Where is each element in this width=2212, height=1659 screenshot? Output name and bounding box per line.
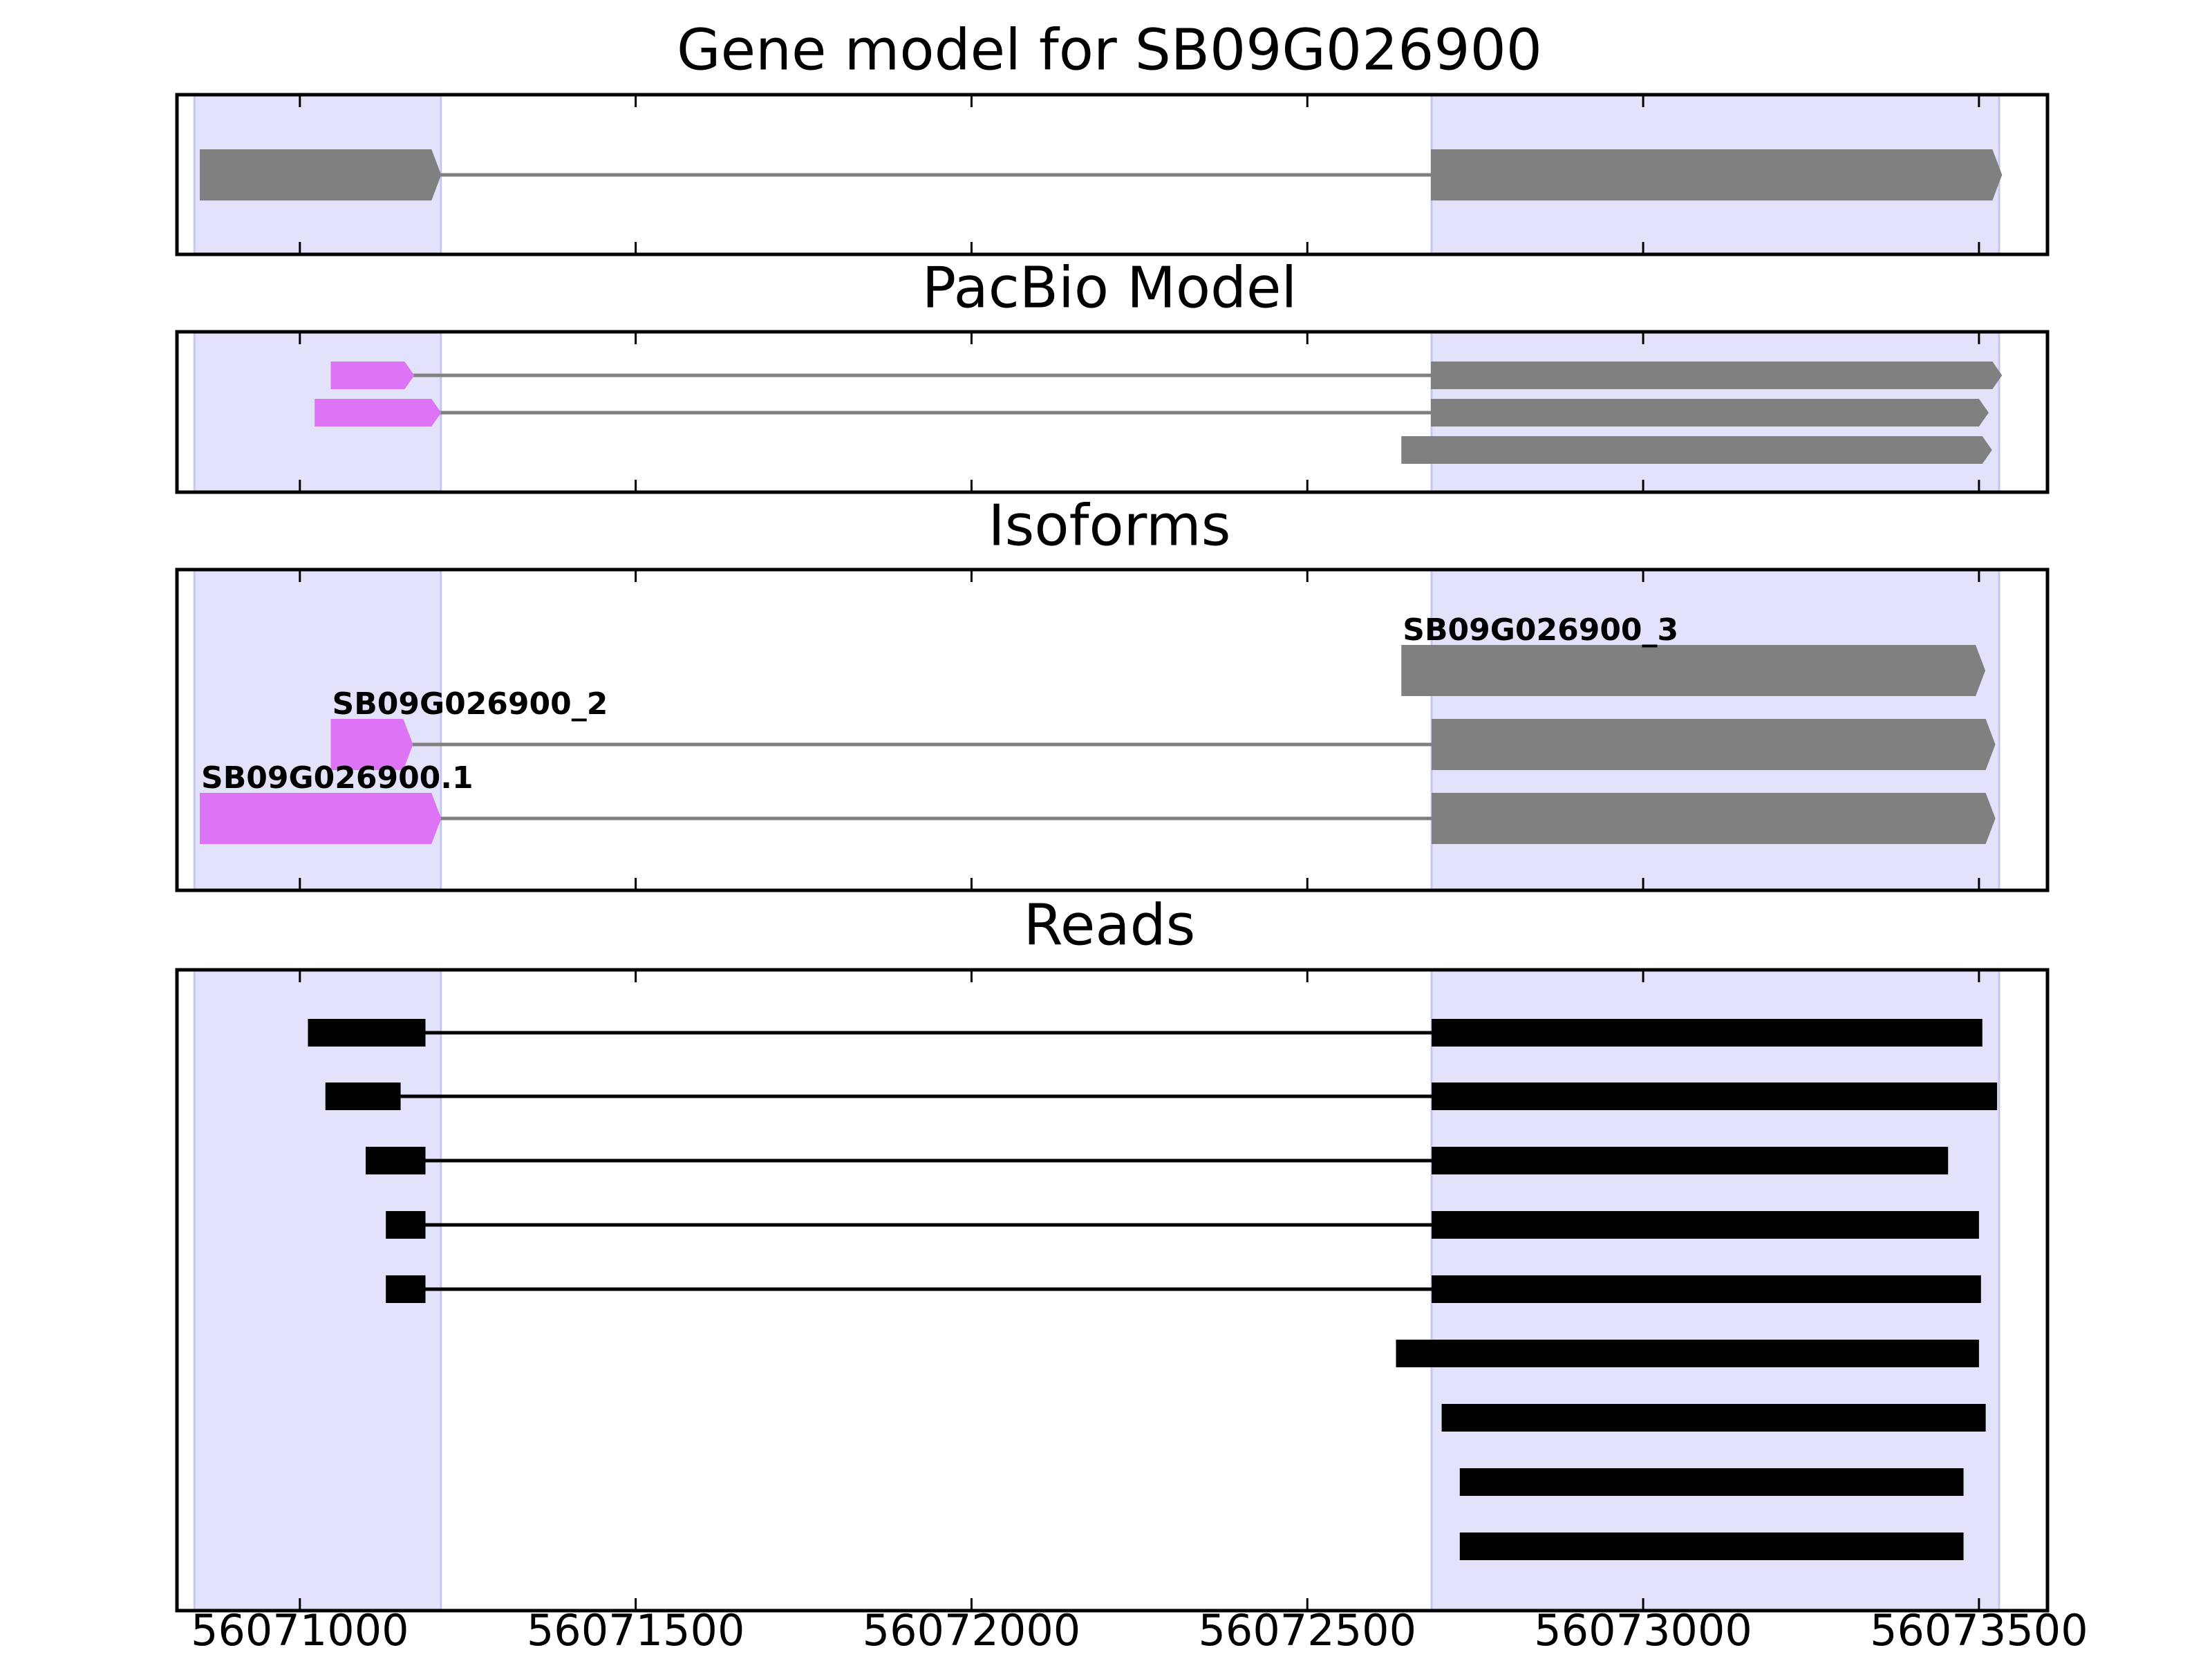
read-block <box>1396 1340 1979 1367</box>
panel-frame <box>175 93 2050 256</box>
read-track <box>386 1211 1979 1239</box>
read-block <box>366 1147 426 1174</box>
read-block <box>1432 1275 1981 1303</box>
transcript-track <box>330 362 2003 389</box>
cds-exon <box>1401 645 1986 696</box>
panel-frame <box>175 568 2050 892</box>
transcript-track: SB09G026900_2 <box>330 686 1996 770</box>
utr-exon <box>200 793 442 844</box>
panel-3: SB09G026900_3 SB09G026900_2 SB09G026900.1 I… <box>175 493 2050 892</box>
read-track <box>1396 1340 1979 1367</box>
transcript-track: SB09G026900.1 <box>200 760 1996 844</box>
x-tick-label: 56073000 <box>1534 1605 1752 1656</box>
read-block <box>308 1019 426 1047</box>
panel-4: Reads <box>175 892 2050 1613</box>
cds-exon <box>1431 362 2003 389</box>
utr-exon <box>315 399 442 427</box>
transcript-track <box>200 149 2003 200</box>
read-block <box>1459 1533 1964 1560</box>
utr-exon <box>330 719 413 770</box>
panel-2: PacBio Model <box>175 255 2050 494</box>
x-tick-label: 56071500 <box>527 1605 745 1656</box>
utr-exon <box>330 362 415 389</box>
read-block <box>1432 1082 1998 1110</box>
read-block <box>1459 1468 1964 1496</box>
read-block <box>386 1211 426 1239</box>
read-block <box>1432 1147 1949 1174</box>
panel-title: Gene model for SB09G026900 <box>677 17 1542 83</box>
read-block <box>1432 1019 1983 1047</box>
x-axis: 56071000 56071500 56072000 56072500 56073000… <box>191 1605 2088 1656</box>
read-block <box>386 1275 426 1303</box>
read-track <box>325 1082 1998 1110</box>
cds-exon <box>1431 399 1989 427</box>
x-tick-label: 56072500 <box>1198 1605 1416 1656</box>
read-track <box>366 1147 1949 1174</box>
read-block <box>325 1082 401 1110</box>
panel-frame <box>175 330 2050 494</box>
read-track <box>386 1275 1981 1303</box>
panel-title: Isoforms <box>988 493 1231 559</box>
cds-exon <box>1432 719 1996 770</box>
cds-exon <box>1401 436 1992 464</box>
panel-frame <box>175 968 2050 1613</box>
panel-title: Reads <box>1024 892 1196 958</box>
x-tick-label: 56071000 <box>191 1605 409 1656</box>
panel-1: Gene model for SB09G026900 <box>175 17 2050 256</box>
cds-exon <box>200 149 442 200</box>
cds-exon <box>1432 793 1996 844</box>
panels-layer: Gene model for SB09G026900 PacBio Model SB… <box>175 17 2088 1656</box>
isoform-label: SB09G026900_2 <box>332 686 608 722</box>
read-track <box>1459 1468 1964 1496</box>
isoform-label: SB09G026900_3 <box>1403 612 1678 648</box>
read-block <box>1432 1211 1979 1239</box>
x-tick-label: 56073500 <box>1870 1605 2088 1656</box>
read-track <box>308 1019 1983 1047</box>
read-track <box>1441 1404 1986 1432</box>
read-track <box>1459 1533 1964 1560</box>
read-block <box>1441 1404 1986 1432</box>
transcript-track <box>1401 436 1992 464</box>
panel-title: PacBio Model <box>922 255 1297 321</box>
isoform-label: SB09G026900.1 <box>201 760 474 796</box>
x-tick-label: 56072000 <box>863 1605 1081 1656</box>
cds-exon <box>1431 149 2003 200</box>
transcript-track <box>315 399 1989 427</box>
transcript-track: SB09G026900_3 <box>1401 612 1986 696</box>
